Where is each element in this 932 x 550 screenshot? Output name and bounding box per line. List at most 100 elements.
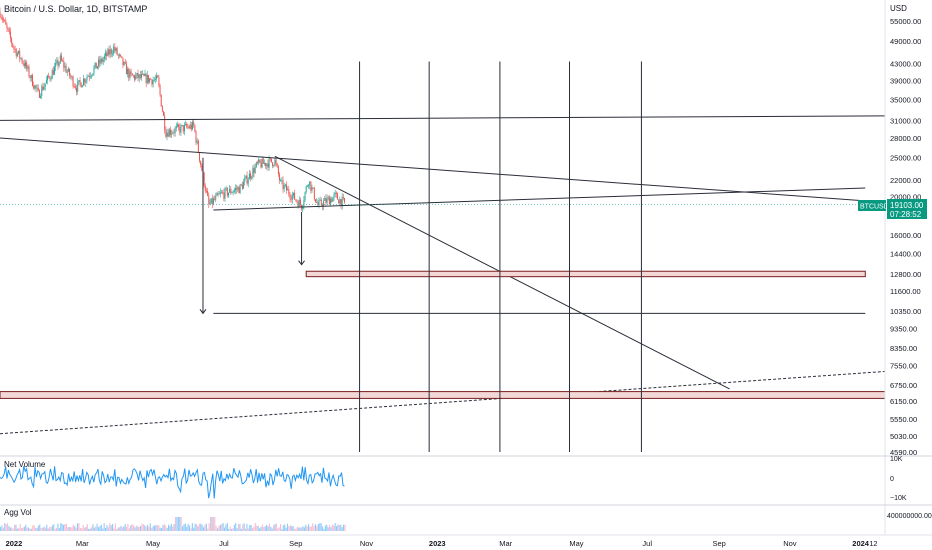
candle-body — [334, 192, 336, 195]
agg-vol-bar — [296, 526, 298, 531]
agg-vol-bar — [156, 525, 158, 531]
agg-vol-bar — [63, 524, 65, 531]
agg-vol-bar — [15, 524, 17, 531]
agg-vol-bar — [219, 524, 221, 531]
agg-vol-bar — [228, 528, 230, 531]
candle-body — [92, 73, 94, 76]
candle-body — [229, 188, 231, 193]
agg-vol-bar — [144, 525, 146, 531]
agg-vol-bar — [92, 524, 94, 531]
agg-vol-bar — [294, 528, 296, 531]
candle-body — [289, 194, 291, 199]
agg-vol-bar — [343, 524, 345, 531]
candle-body — [319, 199, 321, 201]
agg-vol-bar — [266, 524, 268, 531]
candle-body — [255, 162, 257, 167]
agg-vol-bar — [299, 527, 301, 531]
candle-body — [203, 172, 205, 186]
agg-vol-bar — [268, 523, 270, 531]
candle-body — [240, 184, 242, 186]
drawings[interactable] — [0, 61, 886, 452]
candle-body — [323, 200, 325, 207]
agg-vol-bar — [162, 525, 164, 531]
candle-body — [197, 140, 199, 153]
agg-vol-bar — [281, 528, 283, 531]
candle-body — [9, 31, 11, 39]
agg-vol-bar — [155, 525, 157, 531]
candle-body — [182, 125, 184, 132]
candle-body — [208, 195, 210, 205]
candle-body — [178, 124, 180, 128]
candle-body — [273, 165, 275, 167]
candle-body — [106, 52, 108, 57]
agg-vol-bar — [229, 526, 231, 531]
candle-body — [211, 198, 213, 205]
agg-vol-bar — [224, 527, 226, 531]
candle-body — [55, 62, 57, 67]
candle-body — [244, 178, 246, 183]
agg-vol-bar — [40, 527, 42, 531]
candle-body — [22, 62, 24, 64]
candle-body — [214, 198, 216, 200]
candle-body — [99, 59, 101, 64]
candle-body — [144, 73, 146, 77]
agg-vol-bar — [166, 527, 168, 531]
agg-vol-bar — [287, 523, 289, 531]
candles — [0, 7, 345, 213]
last-price-value: 19103.00 — [890, 201, 924, 210]
candle-body — [201, 164, 203, 171]
candle-body — [335, 192, 337, 194]
agg-vol-bar — [79, 528, 81, 531]
candle-body — [31, 75, 33, 86]
candle-body — [272, 162, 274, 167]
agg-vol-bar — [194, 523, 196, 531]
agg-vol-bar — [135, 525, 137, 531]
candle-body — [256, 162, 258, 164]
agg-vol-bar — [176, 517, 178, 531]
agg-vol-bar — [263, 527, 265, 531]
candle-body — [181, 125, 183, 126]
candle-body — [89, 76, 91, 78]
price-tick-label: 28000.00 — [890, 134, 921, 143]
agg-vol-bar — [310, 526, 312, 531]
agg-vol-bar — [305, 524, 307, 531]
candle-body — [248, 173, 250, 180]
candle-body — [64, 66, 66, 68]
agg-vol-bar — [50, 527, 52, 531]
candle-body — [105, 52, 107, 57]
price-axis[interactable] — [885, 0, 932, 456]
candle-body — [183, 124, 185, 132]
candle-body — [218, 193, 220, 195]
agg-vol-bar — [7, 523, 9, 531]
agg-vol-bar — [54, 528, 56, 531]
bar-countdown: 07:28:52 — [890, 210, 922, 219]
agg-vol-bar — [288, 526, 290, 531]
candle-body — [160, 94, 162, 107]
agg-vol-bar — [326, 524, 328, 531]
arrow-head — [298, 260, 305, 266]
price-zone — [0, 391, 886, 399]
candle-body — [43, 86, 45, 90]
agg-vol-bar — [51, 525, 53, 531]
price-badge-bg — [887, 199, 927, 219]
candle-body — [186, 123, 188, 127]
candle-body — [159, 85, 161, 95]
candle-body — [259, 159, 261, 163]
candle-body — [7, 27, 9, 30]
candle-body — [147, 75, 149, 83]
agg-vol-bar — [106, 524, 108, 531]
trend-line — [0, 115, 886, 121]
agg-vol-bar — [337, 524, 339, 531]
candle-body — [35, 85, 37, 89]
time-axis[interactable]: 2022 Mar May Jul Sep Nov 2023 Mar May Jul Sep Nov 20… — [6, 539, 878, 548]
agg-vol-bar — [260, 527, 262, 531]
agg-vol-bar — [236, 528, 238, 531]
candle-body — [142, 73, 144, 75]
candle-body — [131, 73, 133, 76]
agg-vol-bar — [95, 526, 97, 531]
agg-vol-bar — [58, 528, 60, 531]
agg-vol-bar — [77, 523, 79, 531]
agg-vol-bar — [306, 526, 308, 531]
candle-body — [199, 152, 201, 161]
